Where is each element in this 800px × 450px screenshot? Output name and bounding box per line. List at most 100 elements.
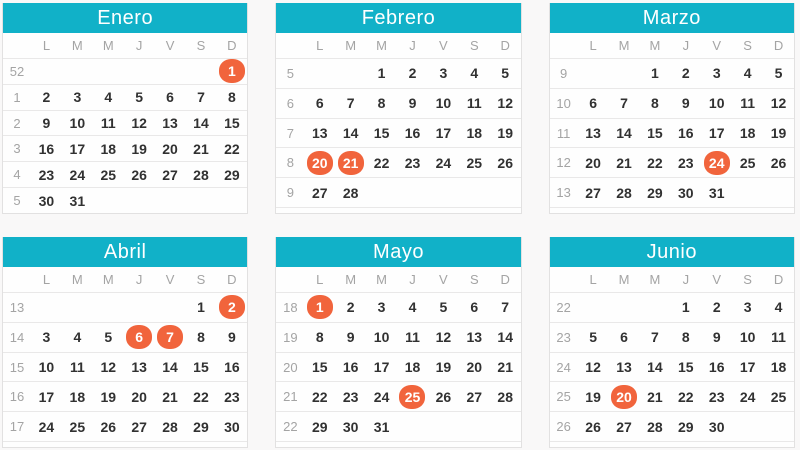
day-number[interactable]: 16: [678, 125, 694, 142]
day-number[interactable]: 7: [651, 329, 659, 346]
day-number[interactable]: 25: [100, 166, 117, 183]
day-number[interactable]: 1: [377, 65, 386, 82]
day-number[interactable]: 15: [373, 125, 390, 142]
day-number[interactable]: 18: [466, 125, 483, 142]
day-number[interactable]: 30: [678, 184, 694, 201]
day-number[interactable]: 11: [100, 115, 116, 132]
day-number[interactable]: 12: [585, 359, 601, 376]
day-number[interactable]: 7: [620, 95, 628, 112]
day-number[interactable]: 11: [466, 95, 482, 112]
day-number[interactable]: 24: [373, 388, 390, 405]
day-number[interactable]: 31: [69, 192, 86, 209]
day-number[interactable]: 20: [162, 140, 178, 157]
day-number[interactable]: 23: [342, 388, 359, 405]
day-number[interactable]: 12: [100, 359, 117, 376]
day-number[interactable]: 9: [227, 329, 236, 346]
day-number[interactable]: 19: [770, 125, 787, 142]
day-number[interactable]: 5: [135, 89, 144, 106]
day-number[interactable]: 27: [162, 166, 178, 183]
day-number[interactable]: 23: [224, 388, 240, 405]
day-number[interactable]: 16: [342, 359, 359, 376]
day-number[interactable]: 13: [311, 125, 328, 142]
day-number[interactable]: 14: [616, 125, 632, 142]
day-number[interactable]: 10: [373, 329, 390, 346]
highlighted-day[interactable]: 24: [703, 150, 730, 175]
day-number[interactable]: 7: [197, 89, 205, 106]
day-number[interactable]: 16: [404, 125, 421, 142]
day-number[interactable]: 18: [739, 125, 756, 142]
day-number[interactable]: 29: [193, 418, 209, 435]
day-number[interactable]: 11: [69, 359, 85, 376]
day-number[interactable]: 12: [131, 115, 147, 132]
day-number[interactable]: 6: [166, 89, 174, 106]
day-number[interactable]: 30: [342, 418, 359, 435]
day-number[interactable]: 8: [315, 329, 324, 346]
day-number[interactable]: 4: [743, 65, 752, 82]
day-number[interactable]: 6: [315, 95, 324, 112]
day-number[interactable]: 18: [100, 140, 117, 157]
day-number[interactable]: 29: [678, 418, 694, 435]
day-number[interactable]: 22: [373, 154, 390, 171]
day-number[interactable]: 17: [739, 359, 756, 376]
day-number[interactable]: 28: [162, 418, 178, 435]
day-number[interactable]: 17: [69, 140, 86, 157]
day-number[interactable]: 29: [311, 418, 328, 435]
day-number[interactable]: 27: [585, 184, 601, 201]
day-number[interactable]: 22: [193, 388, 209, 405]
day-number[interactable]: 8: [681, 329, 690, 346]
day-number[interactable]: 14: [497, 329, 513, 346]
day-number[interactable]: 20: [585, 154, 601, 171]
day-number[interactable]: 15: [678, 359, 694, 376]
day-number[interactable]: 21: [193, 140, 209, 157]
day-number[interactable]: 12: [497, 95, 513, 112]
day-number[interactable]: 18: [69, 388, 86, 405]
day-number[interactable]: 21: [647, 388, 663, 405]
highlighted-day[interactable]: 6: [126, 325, 153, 350]
day-number[interactable]: 3: [743, 299, 752, 316]
day-number[interactable]: 13: [131, 359, 147, 376]
highlighted-day[interactable]: 25: [399, 384, 426, 409]
day-number[interactable]: 2: [712, 299, 721, 316]
day-number[interactable]: 8: [651, 95, 659, 112]
day-number[interactable]: 11: [771, 329, 786, 346]
day-number[interactable]: 25: [739, 154, 756, 171]
day-number[interactable]: 6: [620, 329, 628, 346]
highlighted-day[interactable]: 21: [337, 150, 364, 175]
day-number[interactable]: 28: [342, 184, 359, 201]
day-number[interactable]: 3: [712, 65, 721, 82]
day-number[interactable]: 3: [439, 65, 448, 82]
day-number[interactable]: 12: [435, 329, 452, 346]
day-number[interactable]: 15: [224, 115, 240, 132]
day-number[interactable]: 25: [69, 418, 86, 435]
day-number[interactable]: 28: [193, 166, 209, 183]
day-number[interactable]: 17: [435, 125, 452, 142]
day-number[interactable]: 13: [585, 125, 601, 142]
day-number[interactable]: 19: [100, 388, 117, 405]
day-number[interactable]: 27: [616, 418, 632, 435]
day-number[interactable]: 9: [681, 95, 690, 112]
day-number[interactable]: 18: [404, 359, 421, 376]
day-number[interactable]: 27: [466, 388, 483, 405]
highlighted-day[interactable]: 2: [218, 295, 245, 320]
day-number[interactable]: 10: [38, 359, 55, 376]
day-number[interactable]: 7: [501, 299, 510, 316]
day-number[interactable]: 24: [739, 388, 756, 405]
day-number[interactable]: 2: [42, 89, 51, 106]
day-number[interactable]: 29: [647, 184, 663, 201]
day-number[interactable]: 30: [708, 418, 725, 435]
day-number[interactable]: 7: [346, 95, 355, 112]
day-number[interactable]: 12: [770, 95, 787, 112]
day-number[interactable]: 5: [589, 329, 597, 346]
day-number[interactable]: 20: [131, 388, 147, 405]
day-number[interactable]: 1: [681, 299, 690, 316]
day-number[interactable]: 24: [435, 154, 452, 171]
day-number[interactable]: 29: [224, 166, 240, 183]
highlighted-day[interactable]: 20: [306, 150, 333, 175]
day-number[interactable]: 4: [104, 89, 113, 106]
day-number[interactable]: 22: [311, 388, 328, 405]
day-number[interactable]: 26: [131, 166, 147, 183]
day-number[interactable]: 13: [162, 115, 178, 132]
day-number[interactable]: 23: [404, 154, 421, 171]
day-number[interactable]: 8: [197, 329, 205, 346]
day-number[interactable]: 2: [408, 65, 417, 82]
